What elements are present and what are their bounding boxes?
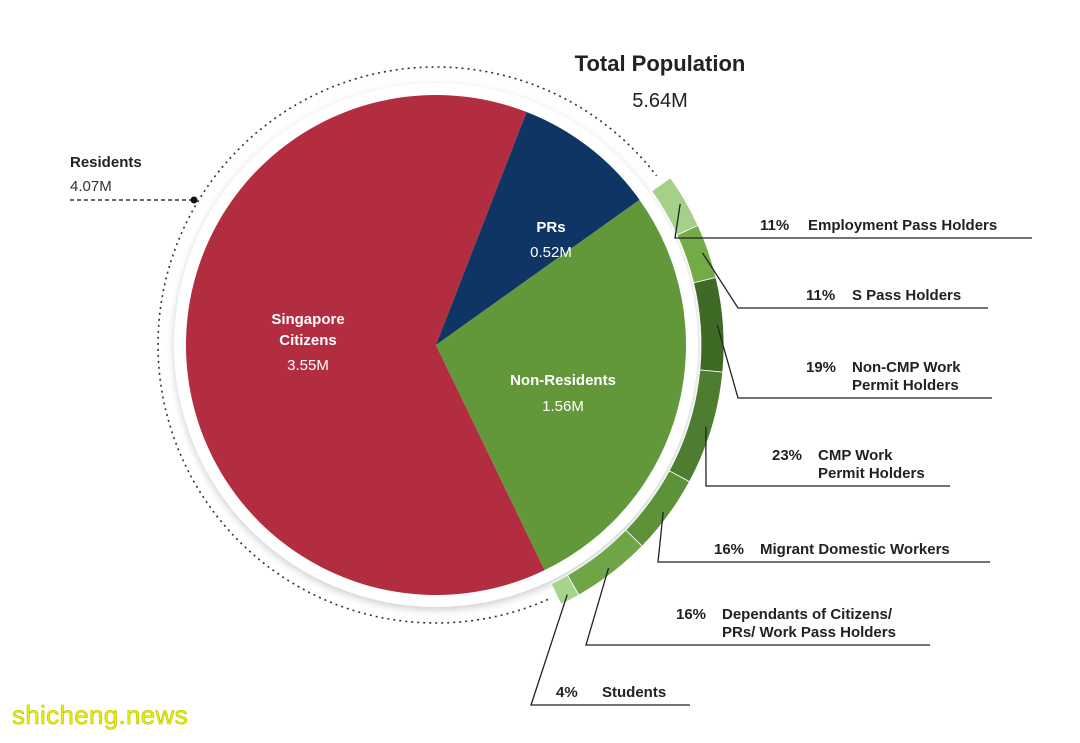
callout-line-3 (716, 324, 992, 399)
callout-pct-4: 23% (772, 447, 802, 464)
callout-name-6-line2: PRs/ Work Pass Holders (722, 624, 896, 641)
pie-slice-prs (436, 111, 640, 345)
breakdown-segment-7 (550, 574, 580, 605)
chart-title: Total Population (575, 51, 746, 76)
slice-label-non-residents: Non-Residents (510, 372, 616, 389)
callout-name-5-line1: Migrant Domestic Workers (760, 541, 950, 558)
total-population-value: 5.64M (632, 90, 688, 112)
pie-slices (185, 94, 686, 595)
callout-line-2 (702, 252, 988, 309)
callout-pct-6: 16% (676, 606, 706, 623)
residents-leader-dot (190, 196, 198, 204)
callout-pct-2: 11% (806, 287, 835, 304)
slice-value-non-residents: 1.56M (542, 398, 584, 415)
pie-slice-non-residents (436, 199, 686, 571)
callout-pct-7: 4% (556, 684, 578, 701)
callout-line-4 (705, 426, 950, 487)
callout-name-3-line2: Permit Holders (852, 377, 959, 394)
callout-line-6 (585, 567, 930, 646)
residents-value: 4.07M (70, 178, 112, 195)
slice-label-citizens-line1: Singapore (271, 311, 344, 328)
slice-label-prs: PRs (536, 219, 565, 236)
callout-name-7-line1: Students (602, 684, 666, 701)
watermark: shicheng.news (12, 700, 188, 731)
residents-dotted-arc (157, 66, 658, 624)
residents-label: Residents (70, 154, 142, 171)
callout-pct-5: 16% (714, 541, 744, 558)
callout-name-2-line1: S Pass Holders (852, 287, 961, 304)
callout-pct-3: 19% (806, 359, 836, 376)
callout-name-3-line1: Non-CMP Work (852, 359, 961, 376)
callout-name-4-line2: Permit Holders (818, 465, 925, 482)
callout-line-1 (674, 203, 1032, 239)
pie-slice-singapore-citizens (185, 94, 545, 595)
callout-name-1-line1: Employment Pass Holders (808, 217, 997, 234)
callout-pct-1: 11% (760, 217, 789, 234)
callout-name-4-line1: CMP Work (818, 447, 893, 464)
callout-name-6-line1: Dependants of Citizens/ (722, 606, 893, 623)
breakdown-segment-3 (693, 277, 725, 373)
slice-label-citizens-line2: Citizens (279, 332, 337, 349)
callout-line-5 (657, 511, 990, 563)
callout-line-7 (530, 594, 690, 706)
slice-value-citizens: 3.55M (287, 357, 329, 374)
breakdown-callouts: 11% Employment Pass Holders 11% S Pass Hold… (530, 203, 1032, 706)
slice-value-prs: 0.52M (530, 244, 572, 261)
slice-labels: Singapore Citizens 3.55M PRs 0.52M Non-R… (271, 219, 616, 415)
non-resident-breakdown-ring (550, 177, 725, 605)
